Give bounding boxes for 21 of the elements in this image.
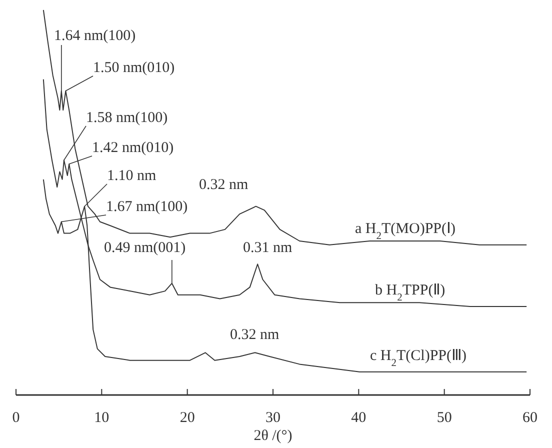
x-axis-title: 2θ /(°) (254, 428, 292, 444)
x-tick-label: 20 (180, 410, 195, 426)
x-tick-label: 10 (94, 410, 110, 426)
x-tick-label: 50 (436, 410, 452, 426)
annotation: 1.42 nm(010) (92, 140, 174, 156)
annotation: 0.31 nm (243, 240, 292, 256)
annotation: 1.67 nm(100) (106, 199, 188, 215)
annotation: 1.10 nm (107, 168, 156, 184)
x-tick-label: 0 (12, 410, 20, 426)
series-label: a H$_{2}$T(MO)PP(Ⅰ) (355, 220, 456, 242)
annotation: 1.50 nm(010) (93, 60, 175, 76)
x-tick-label: 30 (266, 410, 280, 426)
annotation: 0.49 nm(001) (104, 240, 186, 256)
annotation: 1.58 nm(100) (86, 110, 168, 126)
annotation: 0.32 nm (199, 177, 248, 193)
series-label: c H$_{2}$T(Cl)PP(Ⅲ) (370, 348, 467, 368)
annotation: 1.64 nm(100) (54, 28, 136, 44)
annotation: 0.32 nm (230, 327, 280, 343)
x-tick-label: 60 (522, 410, 538, 426)
series-label: b H$_{2}$TPP(Ⅱ) (375, 282, 446, 303)
x-tick-label: 40 (351, 410, 366, 426)
